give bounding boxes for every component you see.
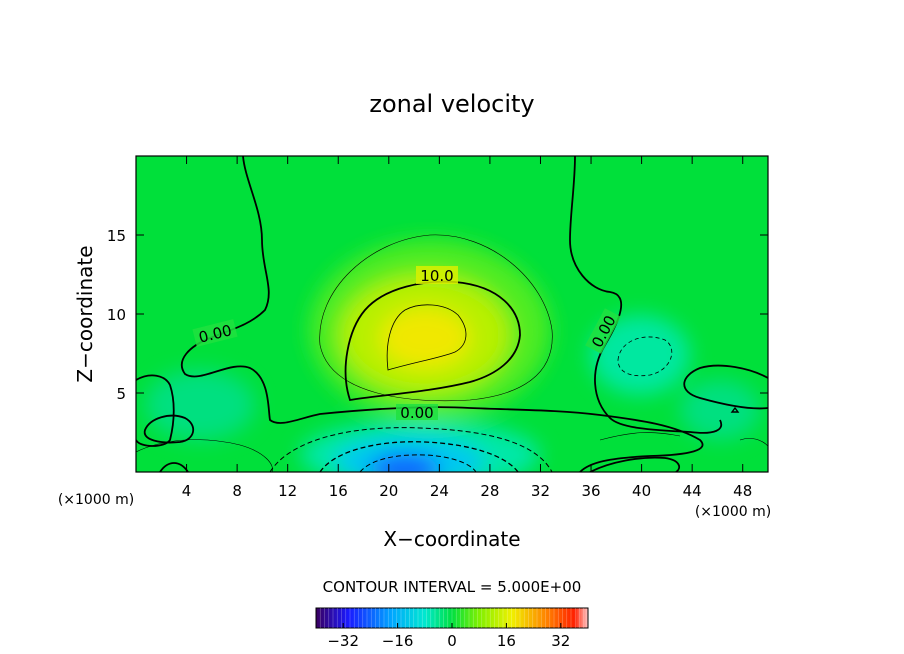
y-tick-label: 15 bbox=[107, 227, 126, 245]
contour-10 bbox=[344, 280, 521, 402]
x-tick-label: 36 bbox=[581, 482, 600, 500]
field-right-cool-patch-2 bbox=[680, 380, 760, 440]
y-tick-label: 10 bbox=[107, 306, 126, 324]
y-axis-label: Z−coordinate bbox=[73, 245, 97, 382]
contour-zero-bottom-left-loop bbox=[143, 414, 194, 444]
contour-zero-lower-left bbox=[136, 374, 175, 447]
contour-label-10-bg bbox=[416, 266, 458, 284]
contour-zero-left bbox=[180, 156, 704, 472]
x-tick-label: 40 bbox=[632, 482, 651, 500]
x-unit-left: (×1000 m) bbox=[58, 492, 134, 508]
field-left-cool-patch bbox=[145, 370, 255, 440]
contour-interval-text: CONTOUR INTERVAL = 5.000E+00 bbox=[323, 578, 582, 596]
x-tick-label: 20 bbox=[379, 482, 398, 500]
x-tick-label: 48 bbox=[733, 482, 752, 500]
x-tick-label: 16 bbox=[329, 482, 348, 500]
contour-10-inner bbox=[386, 304, 467, 371]
field-negative-core bbox=[370, 454, 440, 472]
contour-5-outer bbox=[319, 234, 553, 402]
x-unit-right: (×1000 m) bbox=[695, 504, 771, 520]
x-tick-label: 8 bbox=[232, 482, 242, 500]
x-tick-label: 12 bbox=[278, 482, 297, 500]
x-tick-label: 32 bbox=[531, 482, 550, 500]
contour-negative-1 bbox=[269, 427, 553, 472]
x-tick-label: 4 bbox=[182, 482, 192, 500]
contour-label-zero-right-bg bbox=[585, 308, 621, 354]
colorbar-tick-label: −32 bbox=[327, 632, 359, 650]
x-tick-label: 24 bbox=[430, 482, 449, 500]
chart-title: zonal velocity bbox=[369, 90, 534, 118]
contour-zero-small-loop bbox=[730, 406, 740, 413]
contour-zero-right-loop bbox=[683, 364, 768, 410]
heatmap-field bbox=[136, 156, 768, 472]
colorbar-ticks: −32 −16 0 16 32 bbox=[327, 623, 570, 650]
contour-right-thin-2 bbox=[599, 432, 681, 441]
contour-negative-2 bbox=[319, 441, 519, 472]
x-axis-label: X−coordinate bbox=[383, 527, 520, 551]
contour-left-thin bbox=[136, 439, 273, 472]
contour-right-negative bbox=[617, 336, 673, 377]
contour-negative-3 bbox=[359, 454, 477, 472]
contour-right-thin bbox=[739, 438, 768, 447]
y-tick-label: 5 bbox=[116, 385, 126, 403]
contour-zero-bottom-right bbox=[589, 456, 681, 472]
contour-label-zero-bottom: 0.00 bbox=[400, 404, 433, 422]
colorbar-tick-label: −16 bbox=[382, 632, 414, 650]
field-right-cool-patch bbox=[590, 315, 690, 395]
contour-label-zero-left-bg bbox=[192, 319, 238, 347]
colorbar-tick-label: 16 bbox=[497, 632, 516, 650]
contour-zero-bottom-left bbox=[159, 462, 189, 472]
colorbar-tick-label: 0 bbox=[447, 632, 457, 650]
x-tick-label: 28 bbox=[480, 482, 499, 500]
x-tick-label: 44 bbox=[683, 482, 702, 500]
contour-label-zero-bottom-bg bbox=[396, 404, 438, 420]
y-axis-ticks: 5 10 15 bbox=[107, 227, 768, 403]
x-axis-ticks: 4 8 12 16 20 24 28 32 36 40 44 48 bbox=[182, 156, 752, 500]
colorbar-tick-label: 32 bbox=[551, 632, 570, 650]
contour-label-10: 10.0 bbox=[420, 267, 453, 285]
colorbar-stripes bbox=[319, 608, 585, 628]
field-positive-core bbox=[380, 308, 470, 368]
